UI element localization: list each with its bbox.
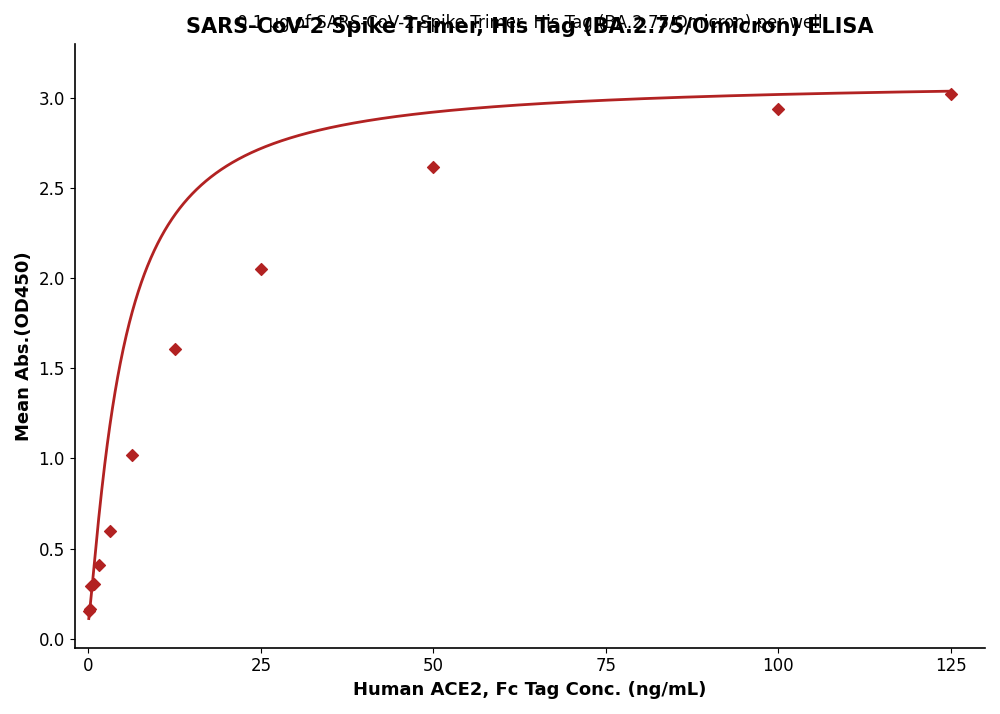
Point <box>81 605 97 616</box>
Text: 0.1 μg of SARS-CoV-2 Spike Trimer, His Tag (BA.2.75/Omicron) per well: 0.1 μg of SARS-CoV-2 Spike Trimer, His T… <box>237 14 823 32</box>
Point <box>124 449 140 461</box>
Point <box>82 603 98 615</box>
Point <box>102 525 118 536</box>
Y-axis label: Mean Abs.(OD450): Mean Abs.(OD450) <box>15 251 33 441</box>
X-axis label: Human ACE2, Fc Tag Conc. (ng/mL): Human ACE2, Fc Tag Conc. (ng/mL) <box>353 681 707 699</box>
Point <box>943 89 959 100</box>
Point <box>253 263 269 275</box>
Point <box>91 559 107 570</box>
Point <box>83 580 99 591</box>
Title: SARS-CoV-2 Spike Trimer, His Tag (BA.2.75/Omicron) ELISA: SARS-CoV-2 Spike Trimer, His Tag (BA.2.7… <box>186 17 874 37</box>
Point <box>770 103 786 114</box>
Point <box>86 578 102 590</box>
Point <box>167 343 183 354</box>
Point <box>425 161 441 172</box>
